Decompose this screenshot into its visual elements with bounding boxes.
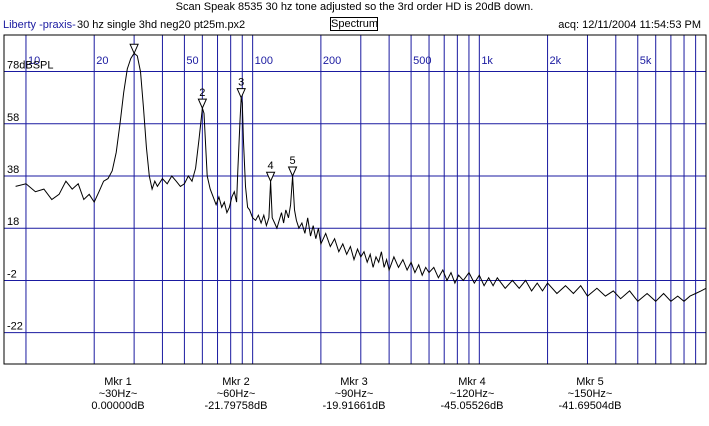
- marker-freq: ~90Hz~: [334, 388, 374, 400]
- x-tick-label: 50: [186, 55, 198, 67]
- marker-triangle: [265, 171, 276, 183]
- marker-readout: Mkr 1 ~30Hz~ 0.00000dB: [63, 376, 173, 412]
- y-tick-label: -22: [7, 321, 23, 333]
- acquisition-timestamp: acq: 12/11/2004 11:54:53 PM: [558, 19, 701, 31]
- marker-triangle: [236, 88, 246, 99]
- markers: 2 3 4 5: [129, 43, 298, 183]
- plot-frame: [3, 34, 707, 365]
- x-tick-label: 500: [413, 55, 431, 67]
- marker-label: 2: [199, 87, 205, 99]
- marker-readout: Mkr 4 ~120Hz~ -45.05526dB: [417, 376, 527, 412]
- marker-name: Mkr 3: [340, 376, 368, 388]
- marker-level: -41.69504dB: [558, 400, 622, 412]
- marker-triangle: [129, 43, 139, 55]
- y-tick-label: -2: [7, 268, 17, 280]
- marker-name: Mkr 4: [458, 376, 486, 388]
- grid: [4, 35, 706, 364]
- y-tick-label: 78dBSPL: [7, 60, 53, 72]
- x-tick-label: 10: [28, 55, 40, 67]
- y-tick-label: 38: [7, 164, 19, 176]
- marker-name: Mkr 5: [576, 376, 604, 388]
- marker-label: 5: [289, 155, 295, 167]
- file-name: 30 hz single 3hd neg20 pt25m.px2: [77, 19, 246, 31]
- y-tick-label: 58: [7, 112, 19, 124]
- marker-readout: Mkr 2 ~60Hz~ -21.79758dB: [181, 376, 291, 412]
- marker-freq: ~60Hz~: [216, 388, 256, 400]
- spectrum-button[interactable]: Spectrum: [330, 17, 379, 31]
- series-line: [15, 52, 707, 303]
- x-tick-label: 100: [255, 55, 273, 67]
- marker-label: 3: [238, 77, 244, 89]
- y-tick-label: 18: [7, 216, 19, 228]
- app-name: Liberty -praxis-: [3, 19, 76, 31]
- marker-triangle: [197, 98, 208, 110]
- x-tick-label: 20: [96, 55, 108, 67]
- x-tick-label: 200: [323, 55, 341, 67]
- chart-title: Scan Speak 8535 30 hz tone adjusted so t…: [175, 1, 534, 13]
- x-tick-label: 2k: [550, 55, 562, 67]
- marker-readout: Mkr 5 ~150Hz~ -41.69504dB: [535, 376, 645, 412]
- x-tick-label: 5k: [640, 55, 652, 67]
- x-tick-label: 1k: [481, 55, 493, 67]
- marker-level: -19.91661dB: [322, 400, 386, 412]
- marker-readout: Mkr 3 ~90Hz~ -19.91661dB: [299, 376, 409, 412]
- axis-labels: 10 20 50 100 200 500 1k 2k 5k 78dBSPL 58 38 18 -2 -22: [7, 55, 652, 333]
- trace: [15, 52, 707, 303]
- marker-level: -45.05526dB: [440, 400, 504, 412]
- marker-name: Mkr 1: [104, 376, 132, 388]
- marker-level: 0.00000dB: [91, 400, 145, 412]
- marker-label: 4: [268, 160, 274, 172]
- marker-freq: ~120Hz~: [449, 388, 495, 400]
- marker-triangle: [287, 166, 298, 178]
- marker-level: -21.79758dB: [204, 400, 268, 412]
- marker-freq: ~30Hz~: [98, 388, 138, 400]
- marker-freq: ~150Hz~: [567, 388, 613, 400]
- marker-name: Mkr 2: [222, 376, 250, 388]
